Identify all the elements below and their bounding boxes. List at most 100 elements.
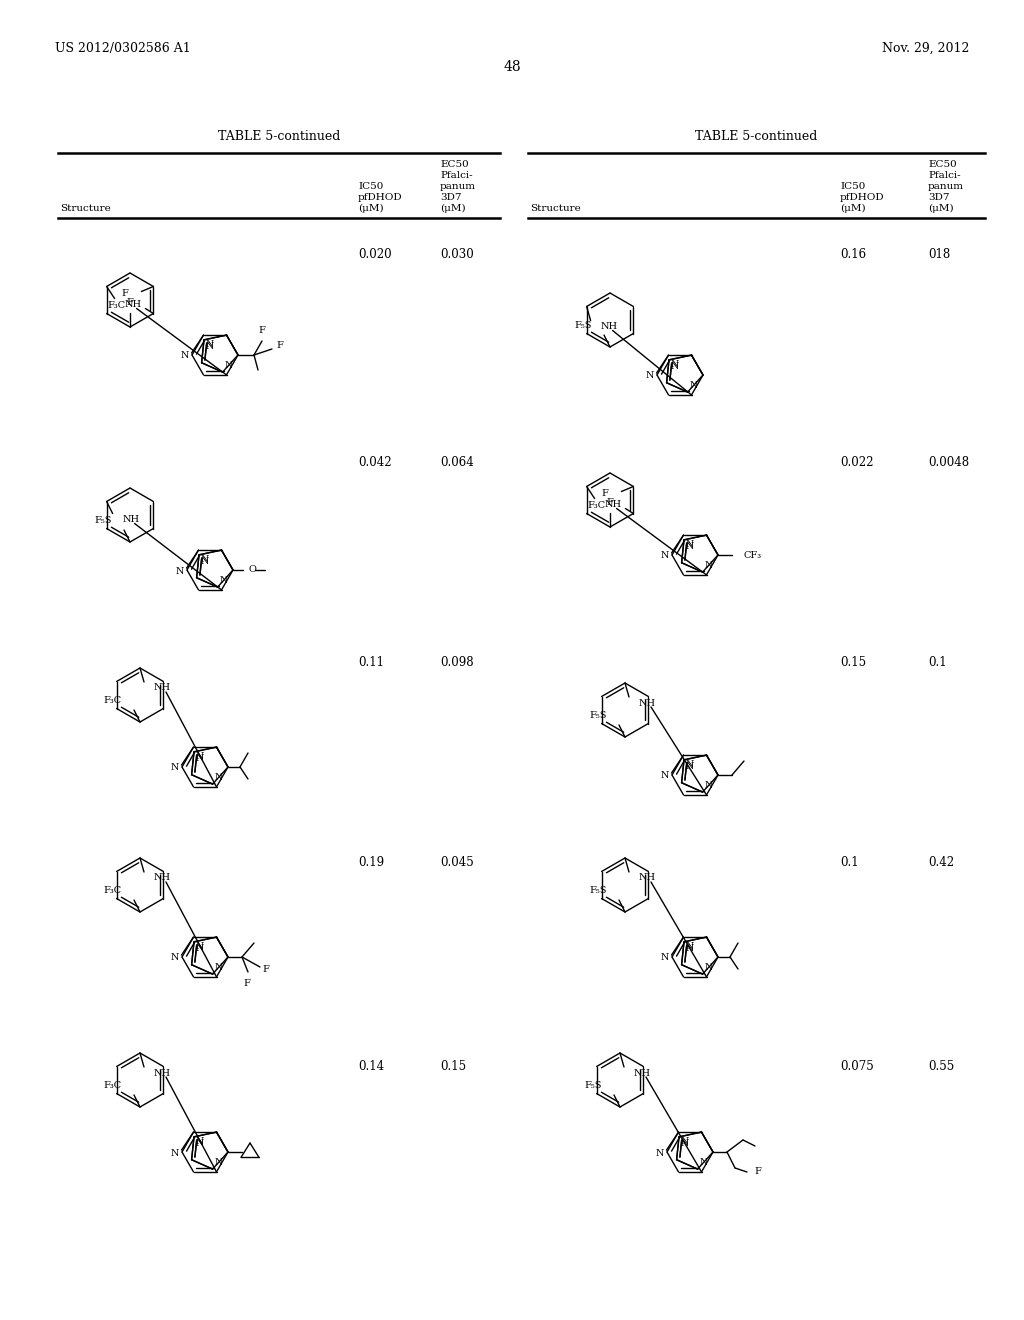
Text: F: F <box>262 965 269 974</box>
Text: 0.16: 0.16 <box>840 248 866 261</box>
Text: N: N <box>686 944 694 953</box>
Text: N: N <box>681 1137 689 1146</box>
Text: 0.1: 0.1 <box>928 656 946 669</box>
Text: F₃C: F₃C <box>587 502 605 510</box>
Text: 48: 48 <box>503 59 521 74</box>
Text: panum: panum <box>440 182 476 191</box>
Text: NH: NH <box>634 1068 651 1077</box>
Text: NH: NH <box>601 322 617 331</box>
Text: N: N <box>685 942 694 952</box>
Text: 0.022: 0.022 <box>840 455 873 469</box>
Text: NH: NH <box>604 500 622 510</box>
Text: F: F <box>127 298 133 308</box>
Text: N: N <box>685 540 694 549</box>
Text: N: N <box>180 351 189 360</box>
Text: NH: NH <box>154 1068 171 1077</box>
Text: NH: NH <box>154 684 171 693</box>
Text: NH: NH <box>154 874 171 883</box>
Text: N: N <box>196 1137 204 1146</box>
Text: N: N <box>206 342 214 351</box>
Text: Pfalci-: Pfalci- <box>440 172 473 180</box>
Text: N: N <box>219 576 228 585</box>
Text: F₅S: F₅S <box>574 321 592 330</box>
Text: IC50: IC50 <box>840 182 865 191</box>
Text: N: N <box>206 341 214 348</box>
Text: N: N <box>705 781 713 791</box>
Text: 0.064: 0.064 <box>440 455 474 469</box>
Text: NH: NH <box>123 515 139 524</box>
Text: F: F <box>606 498 613 507</box>
Text: F₅S: F₅S <box>590 886 607 895</box>
Text: N: N <box>686 762 694 771</box>
Text: EC50: EC50 <box>928 160 956 169</box>
Text: F₃C: F₃C <box>103 886 122 895</box>
Text: F₃C: F₃C <box>108 301 125 310</box>
Text: N: N <box>705 964 713 972</box>
Text: N: N <box>196 752 204 762</box>
Text: F: F <box>244 979 251 987</box>
Text: 0.075: 0.075 <box>840 1060 873 1073</box>
Text: NH: NH <box>639 698 656 708</box>
Text: 0.1: 0.1 <box>840 855 859 869</box>
Text: F₃C: F₃C <box>103 1081 122 1090</box>
Text: 0.55: 0.55 <box>928 1060 954 1073</box>
Text: CF₃: CF₃ <box>744 550 762 560</box>
Text: pfDHOD: pfDHOD <box>358 193 402 202</box>
Text: 0.0048: 0.0048 <box>928 455 969 469</box>
Text: pfDHOD: pfDHOD <box>840 193 885 202</box>
Text: 0.098: 0.098 <box>440 656 474 669</box>
Text: (μM): (μM) <box>440 205 466 213</box>
Text: F₃C: F₃C <box>103 696 122 705</box>
Text: N: N <box>196 944 205 953</box>
Text: N: N <box>685 760 694 770</box>
Text: EC50: EC50 <box>440 160 469 169</box>
Text: N: N <box>660 552 669 561</box>
Text: N: N <box>196 942 204 952</box>
Text: IC50: IC50 <box>358 182 383 191</box>
Text: NH: NH <box>639 874 656 883</box>
Text: 0.14: 0.14 <box>358 1060 384 1073</box>
Text: N: N <box>176 566 184 576</box>
Text: F₅S: F₅S <box>585 1081 602 1090</box>
Text: N: N <box>171 1148 179 1158</box>
Text: panum: panum <box>928 182 964 191</box>
Text: Structure: Structure <box>530 205 581 213</box>
Text: N: N <box>655 1148 664 1158</box>
Text: N: N <box>196 754 205 763</box>
Text: N: N <box>201 556 209 564</box>
Text: Pfalci-: Pfalci- <box>928 172 961 180</box>
Text: 0.030: 0.030 <box>440 248 474 261</box>
Text: (μM): (μM) <box>358 205 384 213</box>
Text: N: N <box>201 557 209 566</box>
Text: F: F <box>122 289 128 298</box>
Text: Nov. 29, 2012: Nov. 29, 2012 <box>882 42 969 55</box>
Text: N: N <box>699 1158 708 1167</box>
Text: 0.42: 0.42 <box>928 855 954 869</box>
Text: 0.045: 0.045 <box>440 855 474 869</box>
Text: F₅S: F₅S <box>94 516 112 525</box>
Text: N: N <box>171 953 179 962</box>
Text: F: F <box>754 1167 761 1176</box>
Text: N: N <box>671 360 679 370</box>
Text: TABLE 5-continued: TABLE 5-continued <box>218 129 340 143</box>
Text: Structure: Structure <box>60 205 111 213</box>
Text: 0.042: 0.042 <box>358 455 391 469</box>
Text: 0.15: 0.15 <box>440 1060 466 1073</box>
Text: N: N <box>686 543 694 550</box>
Text: 0.11: 0.11 <box>358 656 384 669</box>
Text: F: F <box>259 326 265 335</box>
Text: N: N <box>215 1158 223 1167</box>
Text: 018: 018 <box>928 248 950 261</box>
Text: 0.19: 0.19 <box>358 855 384 869</box>
Text: N: N <box>671 362 679 371</box>
Text: N: N <box>224 362 233 370</box>
Text: (μM): (μM) <box>840 205 865 213</box>
Text: TABLE 5-continued: TABLE 5-continued <box>695 129 818 143</box>
Text: F: F <box>276 342 284 351</box>
Text: N: N <box>645 371 654 380</box>
Text: N: N <box>171 763 179 772</box>
Text: O: O <box>248 565 256 574</box>
Text: F₅S: F₅S <box>590 711 607 719</box>
Text: N: N <box>681 1139 689 1148</box>
Text: 3D7: 3D7 <box>440 193 462 202</box>
